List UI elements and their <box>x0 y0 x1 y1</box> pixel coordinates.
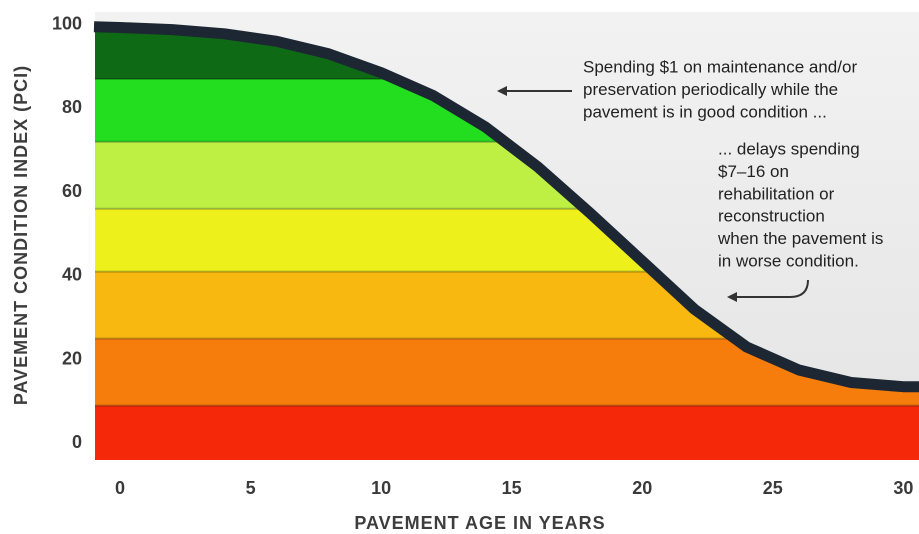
arrow-head <box>497 86 507 96</box>
x-tick-label: 15 <box>502 478 522 498</box>
x-tick-label: 30 <box>893 478 913 498</box>
band <box>95 405 919 460</box>
annotation: rehabilitation or <box>718 184 835 203</box>
x-tick-label: 10 <box>371 478 391 498</box>
y-tick-label: 60 <box>62 181 82 201</box>
annotation: preservation periodically while the <box>583 80 838 99</box>
annotation: ... delays spending <box>718 139 860 158</box>
y-tick-label: 20 <box>62 348 82 368</box>
x-tick-label: 5 <box>246 478 256 498</box>
curve <box>93 21 919 393</box>
x-axis-title: PAVEMENT AGE IN YEARS <box>354 513 605 533</box>
annotation: $7–16 on <box>718 162 789 181</box>
annotation: when the pavement is <box>717 229 883 248</box>
y-axis-title: PAVEMENT CONDITION INDEX (PCI) <box>11 65 31 405</box>
arrow <box>735 279 809 298</box>
annotation: pavement is in good condition ... <box>583 102 827 121</box>
annotation: in worse condition. <box>718 251 859 270</box>
y-tick-label: 0 <box>72 432 82 452</box>
x-tick-label: 20 <box>632 478 652 498</box>
x-tick-label: 25 <box>763 478 783 498</box>
annotation: reconstruction <box>718 207 825 226</box>
y-tick-label: 40 <box>62 265 82 285</box>
y-tick-label: 80 <box>62 97 82 117</box>
arrow-head <box>727 292 737 302</box>
annotation: Spending $1 on maintenance and/or <box>583 57 857 76</box>
y-tick-label: 100 <box>52 13 82 33</box>
x-tick-label: 0 <box>115 478 125 498</box>
arrows <box>497 86 809 302</box>
